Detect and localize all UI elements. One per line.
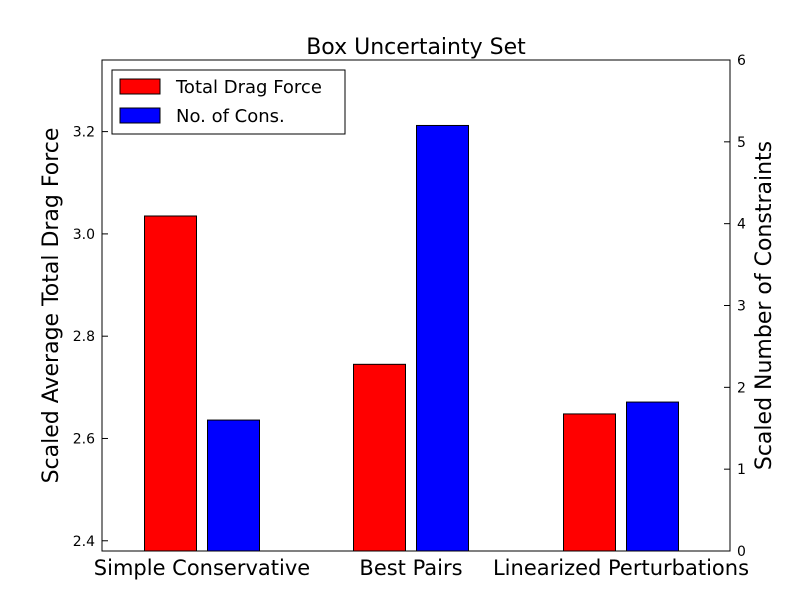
- left-axis-tick-label: 2.8: [73, 329, 95, 345]
- right-axis-tick-label: 2: [737, 380, 746, 396]
- legend-label-no-of-cons: No. of Cons.: [176, 106, 285, 127]
- right-axis-tick-label: 1: [737, 462, 746, 478]
- right-axis-tick-label: 4: [737, 217, 746, 233]
- right-axis-tick-label: 6: [737, 53, 746, 69]
- bar-no-of-cons-1: [207, 419, 260, 552]
- ticks-layer: Simple Conservative Best Pairs Linearized …: [73, 53, 749, 580]
- left-axis-tick-label: 3.0: [73, 227, 95, 243]
- bar-total-drag-force-2: [353, 363, 406, 552]
- legend-swatch-no-of-cons: [119, 107, 161, 124]
- chart-title: Box Uncertainty Set: [306, 35, 526, 60]
- bar-no-of-cons-3: [626, 401, 679, 552]
- left-axis-tick-label: 3.2: [73, 125, 95, 141]
- left-axis-tick-label: 2.4: [73, 534, 95, 550]
- category-label: Linearized Perturbations: [493, 556, 749, 580]
- right-axis-tick-label: 5: [737, 135, 746, 151]
- right-axis-tick-label: 0: [737, 544, 746, 560]
- bar-no-of-cons-2: [416, 124, 469, 552]
- category-label: Simple Conservative: [94, 556, 310, 580]
- right-axis-title: Scaled Number of Constraints: [752, 141, 777, 470]
- left-axis-tick-label: 2.6: [73, 431, 95, 447]
- bar-total-drag-force-3: [563, 413, 616, 552]
- right-axis-tick-label: 3: [737, 299, 746, 315]
- bar-total-drag-force-1: [144, 215, 197, 552]
- category-label: Best Pairs: [359, 556, 462, 580]
- legend: Total Drag Force No. of Cons.: [111, 69, 346, 135]
- legend-swatch-total-drag-force: [119, 78, 161, 95]
- left-axis-title: Scaled Average Total Drag Force: [39, 128, 64, 484]
- legend-label-total-drag-force: Total Drag Force: [175, 77, 322, 98]
- bars-layer: [144, 124, 679, 552]
